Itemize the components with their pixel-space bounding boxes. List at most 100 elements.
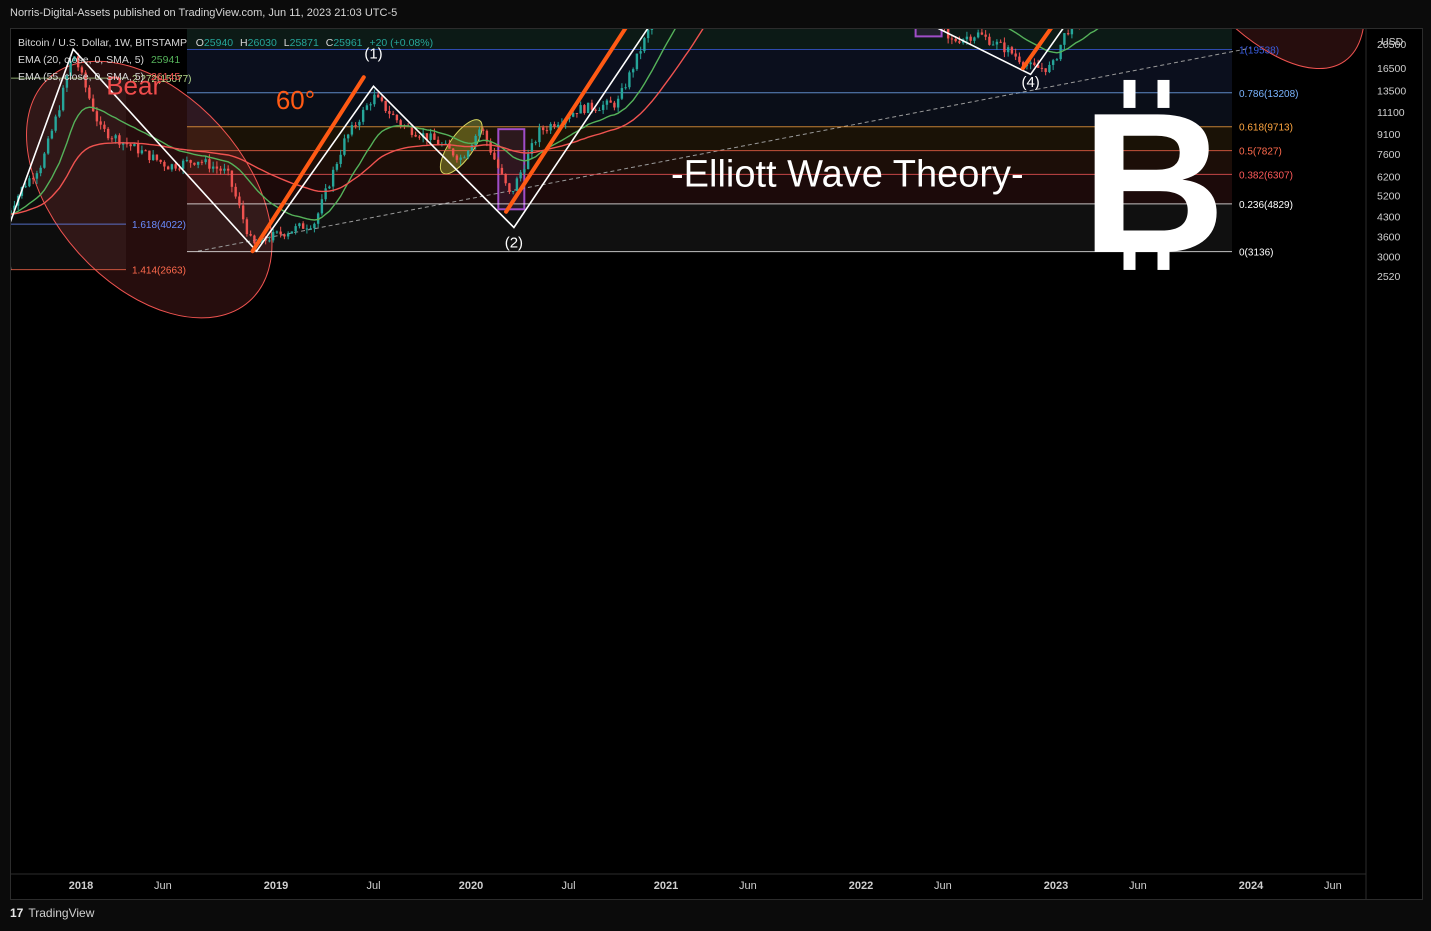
candle-body (973, 37, 976, 41)
candle-body (144, 150, 147, 152)
candle-body (463, 157, 466, 159)
candle-body (69, 60, 72, 76)
candle-body (354, 125, 357, 127)
candle-body (395, 114, 399, 121)
candle-body (586, 102, 590, 114)
candle-body (328, 186, 331, 189)
candle-body (1044, 68, 1047, 73)
candle-body (538, 127, 541, 143)
time-axis-label: Jun (154, 880, 172, 892)
candle-body (425, 133, 429, 140)
candle-body (298, 223, 301, 227)
candle-body (241, 205, 245, 220)
candle-body (361, 109, 365, 122)
candle-body (84, 72, 87, 88)
candle-body (13, 205, 16, 211)
candle-body (541, 127, 545, 131)
chart-area[interactable]: 2.272(200255)1.618(60525)1.414(41672)1.2… (0, 0, 1423, 900)
candle-body (609, 100, 612, 103)
candle-body (193, 162, 196, 165)
wave-label: (4) (1021, 74, 1039, 91)
candle-body (1070, 22, 1074, 35)
candle-body (969, 36, 972, 41)
candle-body (598, 110, 601, 112)
candle-body (984, 34, 987, 37)
candle-body (204, 159, 207, 163)
legend-l-value: 25871 (290, 37, 319, 49)
candle-body (391, 113, 395, 115)
candle-body (324, 188, 327, 200)
candle-body (481, 129, 485, 131)
candle-body (519, 172, 522, 179)
time-axis-label: 2018 (69, 880, 93, 892)
candle-body (478, 129, 481, 136)
bitcoin-logo-icon: B (1081, 72, 1225, 295)
candle-body (200, 161, 204, 163)
candle-body (399, 120, 402, 126)
elliott-wave-path (0, 0, 1085, 253)
candle-body (380, 97, 384, 101)
fib-band (187, 150, 1232, 175)
candle-body (436, 139, 440, 145)
candle-body (590, 102, 594, 110)
candle-body (151, 154, 155, 161)
bitcoin-logo-tick (1123, 79, 1136, 108)
candle-body (553, 124, 556, 127)
price-axis-label: 3600 (1377, 231, 1401, 243)
candle-body (121, 142, 125, 145)
fib-level-label: 0.786(13208) (1239, 89, 1299, 100)
candle-body (1021, 62, 1025, 67)
candle-body (35, 173, 39, 179)
candle-body (290, 231, 294, 234)
candle-body (1063, 33, 1066, 45)
price-axis-label: 5200 (1377, 191, 1401, 203)
axis-currency: USD (1381, 36, 1404, 48)
legend-c-label: C (326, 37, 334, 49)
candle-body (429, 133, 432, 140)
candle-body (88, 87, 91, 99)
candle-body (489, 141, 492, 153)
candle-body (1048, 64, 1051, 73)
candle-body (140, 150, 144, 154)
fib-band (187, 203, 1232, 252)
trend-line (197, 47, 1252, 252)
candle-body (1040, 67, 1044, 69)
candle-body (346, 134, 350, 139)
price-axis-label: 7600 (1377, 149, 1401, 161)
time-axis-label: Jul (366, 880, 380, 892)
candle-body (579, 105, 582, 114)
candle-body (980, 32, 984, 35)
legend-o-value: 25940 (204, 37, 233, 49)
candle-body (358, 121, 361, 126)
footer: 17 TradingView (10, 906, 94, 920)
candle-body (80, 67, 84, 73)
candle-body (178, 168, 181, 170)
bitcoin-logo-tick (1157, 239, 1170, 270)
price-axis-label: 9100 (1377, 129, 1401, 141)
candle-body (91, 98, 95, 112)
candle-body (646, 29, 650, 39)
svg-text:EMA (20, close, 0, SMA, 5): EMA (20, close, 0, SMA, 5) 25941 (18, 54, 180, 66)
candle-body (73, 56, 76, 61)
candle-body (219, 168, 222, 171)
candle-body (1055, 59, 1059, 61)
candle-body (166, 166, 170, 170)
candle-body (571, 113, 575, 117)
candle-body (575, 113, 579, 115)
legend-h-value: 26030 (248, 37, 277, 49)
candle-body (474, 135, 477, 146)
svg-text:EMA (55, close, 0, SMA, 5): EMA (55, close, 0, SMA, 5) 26145 (18, 71, 180, 83)
time-axis-label: Jun (1129, 880, 1147, 892)
candle-body (335, 163, 339, 170)
publisher-line: Norris-Digital-Assets published on Tradi… (10, 7, 398, 19)
candle-body (594, 109, 597, 111)
candle-body (414, 134, 417, 137)
candle-body (65, 75, 69, 88)
candle-body (369, 104, 372, 106)
candle-body (294, 226, 297, 232)
price-chart[interactable]: 2.272(200255)1.618(60525)1.414(41672)1.2… (0, 0, 1422, 899)
candle-body (208, 159, 211, 169)
candle-body (549, 124, 552, 131)
candle-body (196, 161, 200, 165)
candle-body (226, 168, 230, 171)
